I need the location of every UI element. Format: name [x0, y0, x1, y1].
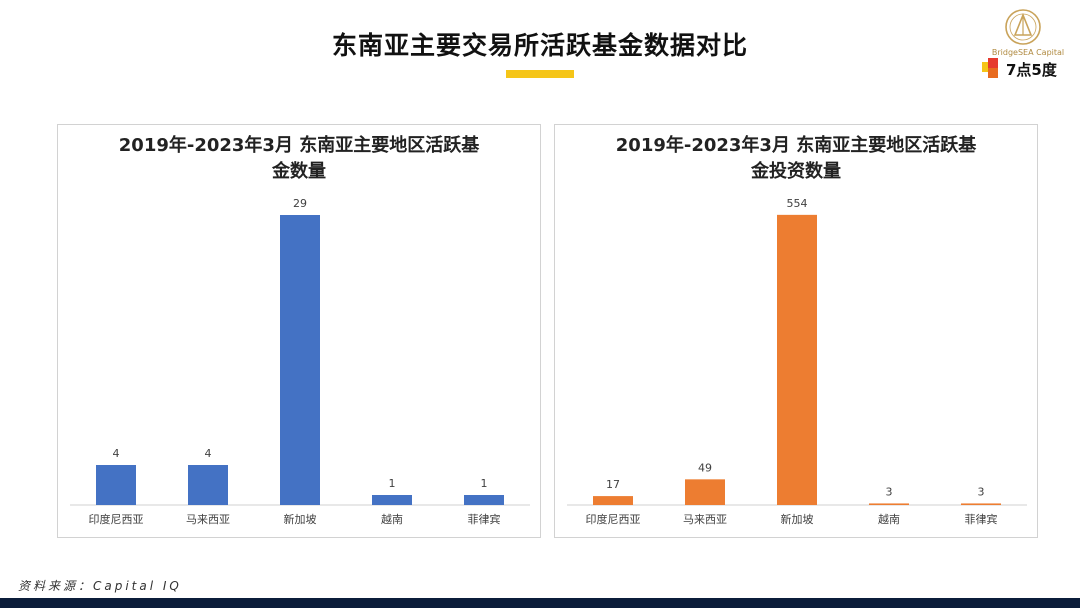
- bar: [280, 215, 320, 505]
- page-title: 东南亚主要交易所活跃基金数据对比: [331, 31, 748, 60]
- sail-emblem-icon: [1005, 9, 1041, 45]
- category-tick-label: 新加坡: [781, 512, 814, 526]
- category-tick-label: 新加坡: [284, 512, 317, 526]
- source-note: 资料来源：Capital IQ: [18, 579, 182, 593]
- data-label: 29: [293, 197, 307, 210]
- category-tick-label: 菲律宾: [965, 512, 998, 526]
- category-tick-label: 印度尼西亚: [586, 512, 641, 526]
- chart-title-line-2: 金数量: [272, 161, 326, 182]
- bar: [593, 496, 633, 505]
- data-label: 4: [113, 447, 120, 460]
- chart-title-line-1: 2019年-2023年3月 东南亚主要地区活跃基: [118, 135, 480, 156]
- bar: [777, 214, 817, 505]
- title-underline: [506, 70, 574, 78]
- bar: [869, 503, 909, 505]
- data-label: 3: [978, 485, 985, 498]
- bar: [188, 465, 228, 505]
- fund-count-bar-chart: 4 印度尼西亚 4 马来西亚 29 新加坡 1 越南 1 菲律宾: [70, 197, 530, 526]
- investment-count-bar-chart: 17 印度尼西亚 49 马来西亚 554 新加坡 3 越南 3 菲律宾: [567, 197, 1027, 526]
- category-tick-label: 马来西亚: [186, 513, 230, 526]
- category-tick-label: 菲律宾: [468, 512, 501, 526]
- data-label: 1: [481, 477, 488, 490]
- bar: [685, 479, 725, 505]
- category-tick-label: 印度尼西亚: [89, 512, 144, 526]
- bar: [961, 503, 1001, 505]
- data-label: 17: [606, 478, 620, 491]
- category-tick-label: 马来西亚: [683, 513, 727, 526]
- bar: [372, 495, 412, 505]
- data-label: 49: [698, 461, 712, 474]
- footer-bar: [0, 598, 1080, 608]
- logo-name: BridgeSEA Capital: [991, 48, 1065, 57]
- data-label: 4: [205, 447, 212, 460]
- bar: [96, 465, 136, 505]
- chart-title: 2019年-2023年3月 东南亚主要地区活跃基 金投资数量: [595, 133, 997, 185]
- chart-panel-investment-count: 2019年-2023年3月 东南亚主要地区活跃基 金投资数量 17 印度尼西亚 49…: [554, 124, 1038, 538]
- bar: [464, 495, 504, 505]
- chart-title: 2019年-2023年3月 东南亚主要地区活跃基 金数量: [98, 133, 500, 185]
- chart-title-line-2: 金投资数量: [751, 161, 841, 182]
- chart-title-line-1: 2019年-2023年3月 东南亚主要地区活跃基: [615, 135, 977, 156]
- category-tick-label: 越南: [878, 512, 900, 526]
- brand-mark-icon: [982, 58, 998, 78]
- brand-text: 7点5度: [1006, 61, 1057, 79]
- brand-logo: BridgeSEA Capital 7点5度: [978, 8, 1078, 80]
- data-label: 1: [389, 477, 396, 490]
- chart-panel-fund-count: 2019年-2023年3月 东南亚主要地区活跃基 金数量 4 印度尼西亚 4 马来西亚…: [57, 124, 541, 538]
- data-label: 3: [886, 485, 893, 498]
- data-label: 554: [787, 197, 808, 210]
- category-tick-label: 越南: [381, 512, 403, 526]
